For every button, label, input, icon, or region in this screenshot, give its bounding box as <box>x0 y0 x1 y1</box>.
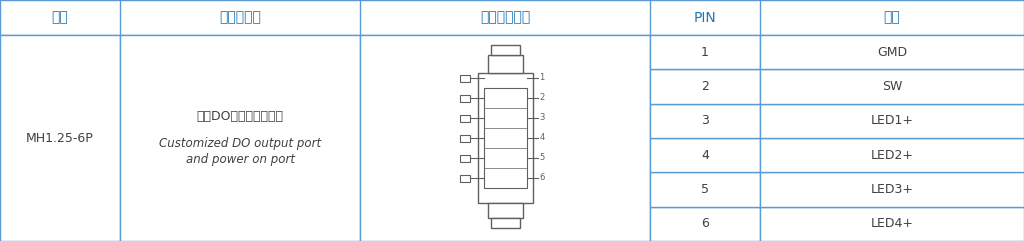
Bar <box>760 35 1024 69</box>
Bar <box>760 69 1024 104</box>
Text: LED1+: LED1+ <box>870 114 913 127</box>
Bar <box>760 207 1024 241</box>
Text: LED4+: LED4+ <box>870 217 913 230</box>
Text: 6: 6 <box>540 174 545 182</box>
Bar <box>460 154 469 161</box>
Bar <box>490 218 519 228</box>
Bar <box>487 203 522 218</box>
Bar <box>483 88 526 188</box>
Text: PIN: PIN <box>693 11 717 25</box>
Text: 5: 5 <box>540 154 545 162</box>
Text: and power on port: and power on port <box>185 154 295 167</box>
Text: 3: 3 <box>701 114 709 127</box>
Text: 1: 1 <box>701 46 709 59</box>
Bar <box>650 172 760 207</box>
Text: 3: 3 <box>540 114 545 122</box>
Text: LED2+: LED2+ <box>870 149 913 162</box>
Text: 2: 2 <box>701 80 709 93</box>
Text: 6: 6 <box>701 217 709 230</box>
Text: 接插件功能: 接插件功能 <box>219 11 261 25</box>
Bar <box>477 73 532 203</box>
Text: LED3+: LED3+ <box>870 183 913 196</box>
Bar <box>0 0 1024 35</box>
Bar <box>650 69 760 104</box>
Bar <box>650 207 760 241</box>
Bar <box>460 134 469 141</box>
Text: 4: 4 <box>701 149 709 162</box>
Bar <box>460 74 469 81</box>
Text: 接插件示意图: 接插件示意图 <box>480 11 530 25</box>
Bar <box>120 35 360 241</box>
Bar <box>650 104 760 138</box>
Text: 型号: 型号 <box>51 11 69 25</box>
Text: MH1.25-6P: MH1.25-6P <box>27 132 94 145</box>
Bar <box>650 35 760 69</box>
Text: 4: 4 <box>540 134 545 142</box>
Bar <box>460 114 469 121</box>
Bar <box>490 45 519 55</box>
Text: 1: 1 <box>540 74 545 82</box>
Bar <box>760 138 1024 172</box>
Bar <box>460 94 469 101</box>
Bar <box>487 55 522 73</box>
Bar <box>0 35 120 241</box>
Bar <box>460 174 469 181</box>
Text: Customized DO output port: Customized DO output port <box>159 136 322 149</box>
Text: 2: 2 <box>540 94 545 102</box>
Bar <box>650 138 760 172</box>
Text: 含义: 含义 <box>884 11 900 25</box>
Bar <box>760 172 1024 207</box>
Text: 定制DO输出口及开机口: 定制DO输出口及开机口 <box>197 109 284 122</box>
Bar <box>760 104 1024 138</box>
Text: SW: SW <box>882 80 902 93</box>
Text: 5: 5 <box>701 183 709 196</box>
Text: GMD: GMD <box>877 46 907 59</box>
Bar <box>360 35 650 241</box>
